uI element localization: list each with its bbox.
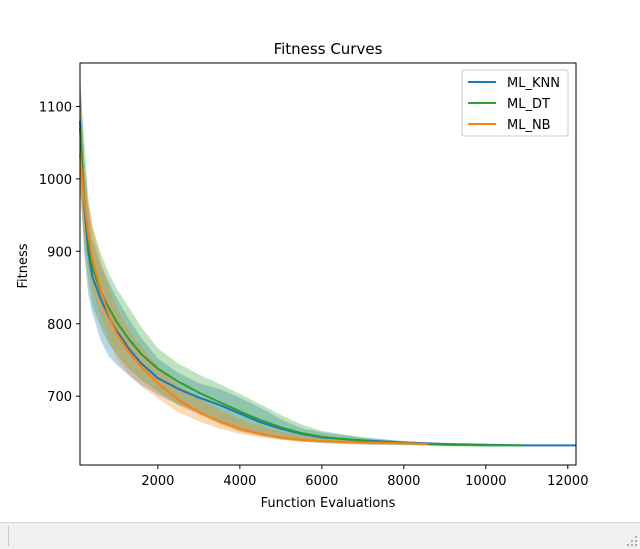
- resize-grip-icon[interactable]: [626, 535, 638, 547]
- figure: 2000 4000 6000 8000 10000 12000 700 800 900 1000…: [16, 40, 589, 511]
- y-tick-label: 700: [47, 390, 72, 405]
- x-tick-label: 12000: [547, 474, 588, 489]
- y-tick-label: 1000: [39, 173, 72, 188]
- x-tick-label: 6000: [305, 474, 338, 489]
- series-lines: [79, 120, 576, 447]
- plot-frame: [79, 62, 577, 466]
- x-tick-label: 8000: [387, 474, 420, 489]
- line-ml-dt: [79, 128, 523, 447]
- x-tick-label: 2000: [141, 474, 174, 489]
- status-bar-separator: [8, 526, 9, 546]
- x-tick-label: 10000: [465, 474, 506, 489]
- line-ml-knn: [79, 120, 576, 447]
- legend-label-dt: ML_DT: [507, 97, 550, 112]
- legend-label-knn: ML_KNN: [507, 76, 560, 91]
- y-axis-ticks: 700 800 900 1000 1100: [39, 100, 80, 405]
- line-ml-nb: [79, 153, 429, 445]
- y-axis-label: Fitness: [16, 243, 31, 288]
- x-tick-label: 4000: [223, 474, 256, 489]
- legend-box: [461, 69, 569, 137]
- legend: ML_KNN ML_DT ML_NB: [461, 69, 569, 137]
- status-bar: [0, 522, 640, 549]
- legend-label-nb: ML_NB: [507, 118, 551, 133]
- x-axis-label: Function Evaluations: [261, 496, 396, 511]
- fitness-chart: 2000 4000 6000 8000 10000 12000 700 800 900 1000…: [16, 40, 588, 511]
- x-axis-ticks: 2000 4000 6000 8000 10000 12000: [141, 465, 588, 489]
- y-tick-label: 900: [47, 245, 72, 260]
- band-ml-nb: [80, 88, 429, 445]
- chart-title: Fitness Curves: [274, 40, 383, 58]
- band-ml-dt: [80, 77, 523, 447]
- y-tick-label: 1100: [39, 100, 72, 115]
- y-tick-label: 800: [47, 318, 72, 333]
